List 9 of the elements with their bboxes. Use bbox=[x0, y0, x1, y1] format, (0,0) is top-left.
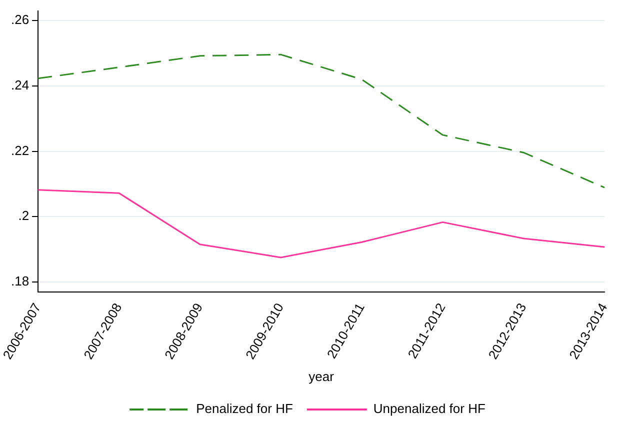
legend-label: Unpenalized for HF bbox=[373, 401, 486, 416]
y-tick-label: .26 bbox=[10, 12, 30, 28]
y-tick-label: .18 bbox=[10, 274, 30, 289]
line-series bbox=[37, 54, 606, 188]
x-axis-title: year bbox=[308, 368, 335, 384]
y-tick-label: .24 bbox=[10, 78, 30, 93]
legend-label: Penalized for HF bbox=[196, 401, 293, 416]
y-tick-label: .2 bbox=[18, 208, 30, 224]
y-tick-label: .22 bbox=[10, 142, 30, 158]
